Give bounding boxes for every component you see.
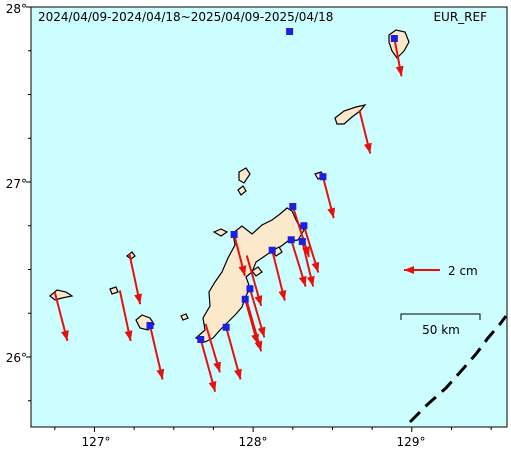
small-islet-south: [180, 313, 189, 321]
displacement-vector-head: [254, 295, 263, 306]
ie-island: [212, 228, 229, 237]
station-marker: [390, 35, 398, 42]
izena-island: [237, 185, 247, 196]
displacement-vector-head: [363, 142, 372, 154]
legend-vector-label: 2 cm: [448, 264, 478, 278]
station-marker: [268, 246, 276, 254]
sea-area: [31, 7, 507, 427]
displacement-vector-head: [61, 330, 69, 341]
reference-frame-label: EUR_REF: [433, 10, 487, 24]
displacement-vector-head: [213, 361, 221, 373]
displacement-vector-head: [134, 293, 142, 305]
iheya-island: [238, 167, 251, 184]
station-marker: [146, 322, 154, 329]
station-vector-head: [278, 289, 287, 301]
y-tick-27: 27°: [6, 177, 27, 191]
axis-ticks: [26, 6, 492, 432]
station-vector-head: [395, 65, 404, 77]
station-vector-head: [156, 368, 165, 380]
x-tick-127: 127°: [82, 435, 111, 449]
scale-bar-label: 50 km: [422, 323, 460, 337]
station-vector-head: [298, 275, 307, 287]
station-marker: [230, 231, 238, 238]
station-marker: [319, 173, 327, 181]
station-marker: [197, 336, 205, 343]
station-marker: [241, 295, 249, 303]
eastern-islets: [251, 266, 263, 277]
legend-vector: [404, 266, 440, 274]
displacement-vector-head: [254, 340, 263, 352]
station-vector-head: [238, 265, 247, 276]
scale-bar: [400, 313, 481, 320]
station-marker: [287, 236, 295, 244]
station-marker: [286, 28, 294, 35]
y-tick-28: 28°: [6, 2, 27, 16]
station-marker: [300, 222, 308, 230]
station-vector-head: [234, 368, 242, 380]
displacement-vectors: [53, 38, 404, 392]
map-frame: [30, 6, 508, 428]
displacement-vector-head: [124, 330, 133, 341]
station-vector-head: [208, 380, 217, 392]
ryukyu-trench: [408, 315, 508, 424]
gnss-stations: [146, 28, 398, 343]
station-marker: [289, 203, 297, 210]
station-vector-head: [306, 275, 315, 287]
station-marker: [222, 323, 230, 331]
station-marker: [246, 285, 254, 293]
x-tick-129: 129°: [397, 435, 426, 449]
station-vector-head: [327, 207, 336, 219]
x-tick-128: 128°: [239, 435, 268, 449]
y-tick-26: 26°: [6, 351, 27, 365]
station-vector-head: [257, 326, 266, 338]
aguni-island: [109, 286, 119, 295]
station-vector-head: [311, 261, 320, 273]
period-label: 2024/04/09-2024/04/18~2025/04/09-2025/04…: [38, 10, 333, 24]
station-marker: [298, 238, 306, 245]
